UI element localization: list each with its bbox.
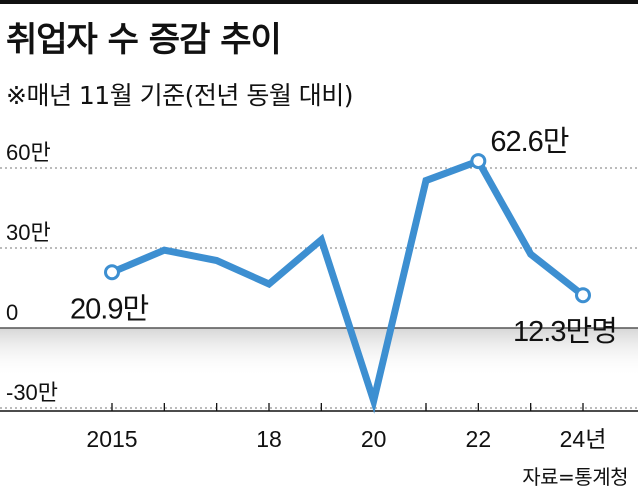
- y-tick-label: 30만: [6, 220, 51, 245]
- data-label: 62.6만: [490, 126, 568, 158]
- x-tick-label: 22: [466, 426, 492, 452]
- data-point-marker: [575, 287, 591, 304]
- top-rule: [0, 0, 638, 4]
- data-point-marker: [470, 153, 487, 170]
- data-label: 20.9만: [70, 293, 148, 325]
- x-tick-label: 2015: [86, 426, 137, 452]
- chart-title: 취업자 수 증감 추이: [6, 20, 282, 60]
- data-point-marker: [104, 264, 120, 281]
- series-line: [108, 156, 587, 414]
- x-tick-label: 18: [256, 426, 282, 452]
- negative-region-shade: [0, 328, 638, 378]
- chart-subtitle: ※매년 11월 기준(전년 동월 대비): [6, 81, 354, 110]
- y-tick-label: -30만: [6, 380, 58, 405]
- y-tick-label: 60만: [6, 140, 51, 165]
- y-tick-label: 0: [6, 300, 18, 325]
- x-tick-label: 20: [361, 426, 387, 452]
- source-note: 자료=통계청: [522, 465, 628, 489]
- data-label: 12.3만명: [513, 316, 617, 348]
- x-tick-label: 24년: [560, 426, 607, 452]
